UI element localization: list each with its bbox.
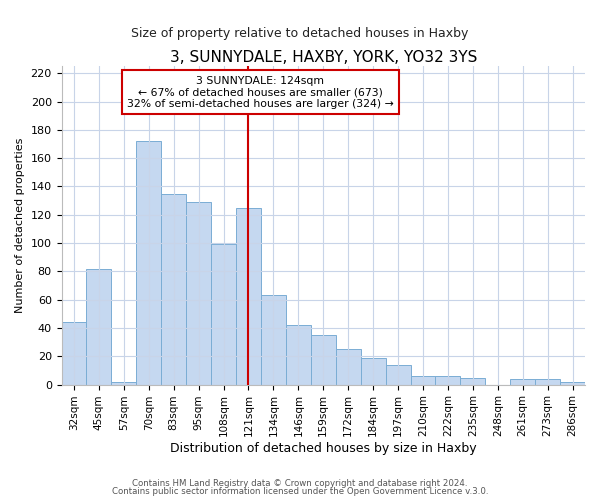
Bar <box>161 194 186 384</box>
Text: Contains HM Land Registry data © Crown copyright and database right 2024.: Contains HM Land Registry data © Crown c… <box>132 479 468 488</box>
Bar <box>186 202 211 384</box>
Text: Size of property relative to detached houses in Haxby: Size of property relative to detached ho… <box>131 28 469 40</box>
Bar <box>510 379 535 384</box>
Bar <box>361 358 386 384</box>
Bar <box>311 335 336 384</box>
Bar <box>86 268 112 384</box>
Bar <box>211 244 236 384</box>
Bar <box>560 382 585 384</box>
Bar <box>460 378 485 384</box>
Bar <box>386 365 410 384</box>
Bar <box>535 379 560 384</box>
Title: 3, SUNNYDALE, HAXBY, YORK, YO32 3YS: 3, SUNNYDALE, HAXBY, YORK, YO32 3YS <box>170 50 477 65</box>
Bar <box>112 382 136 384</box>
Bar <box>62 322 86 384</box>
Bar <box>336 349 361 384</box>
Bar <box>136 141 161 384</box>
Y-axis label: Number of detached properties: Number of detached properties <box>15 138 25 313</box>
Bar <box>410 376 436 384</box>
Bar <box>261 296 286 384</box>
Text: Contains public sector information licensed under the Open Government Licence v.: Contains public sector information licen… <box>112 487 488 496</box>
Text: 3 SUNNYDALE: 124sqm
← 67% of detached houses are smaller (673)
32% of semi-detac: 3 SUNNYDALE: 124sqm ← 67% of detached ho… <box>127 76 394 109</box>
X-axis label: Distribution of detached houses by size in Haxby: Distribution of detached houses by size … <box>170 442 476 455</box>
Bar <box>236 208 261 384</box>
Bar <box>436 376 460 384</box>
Bar <box>286 325 311 384</box>
